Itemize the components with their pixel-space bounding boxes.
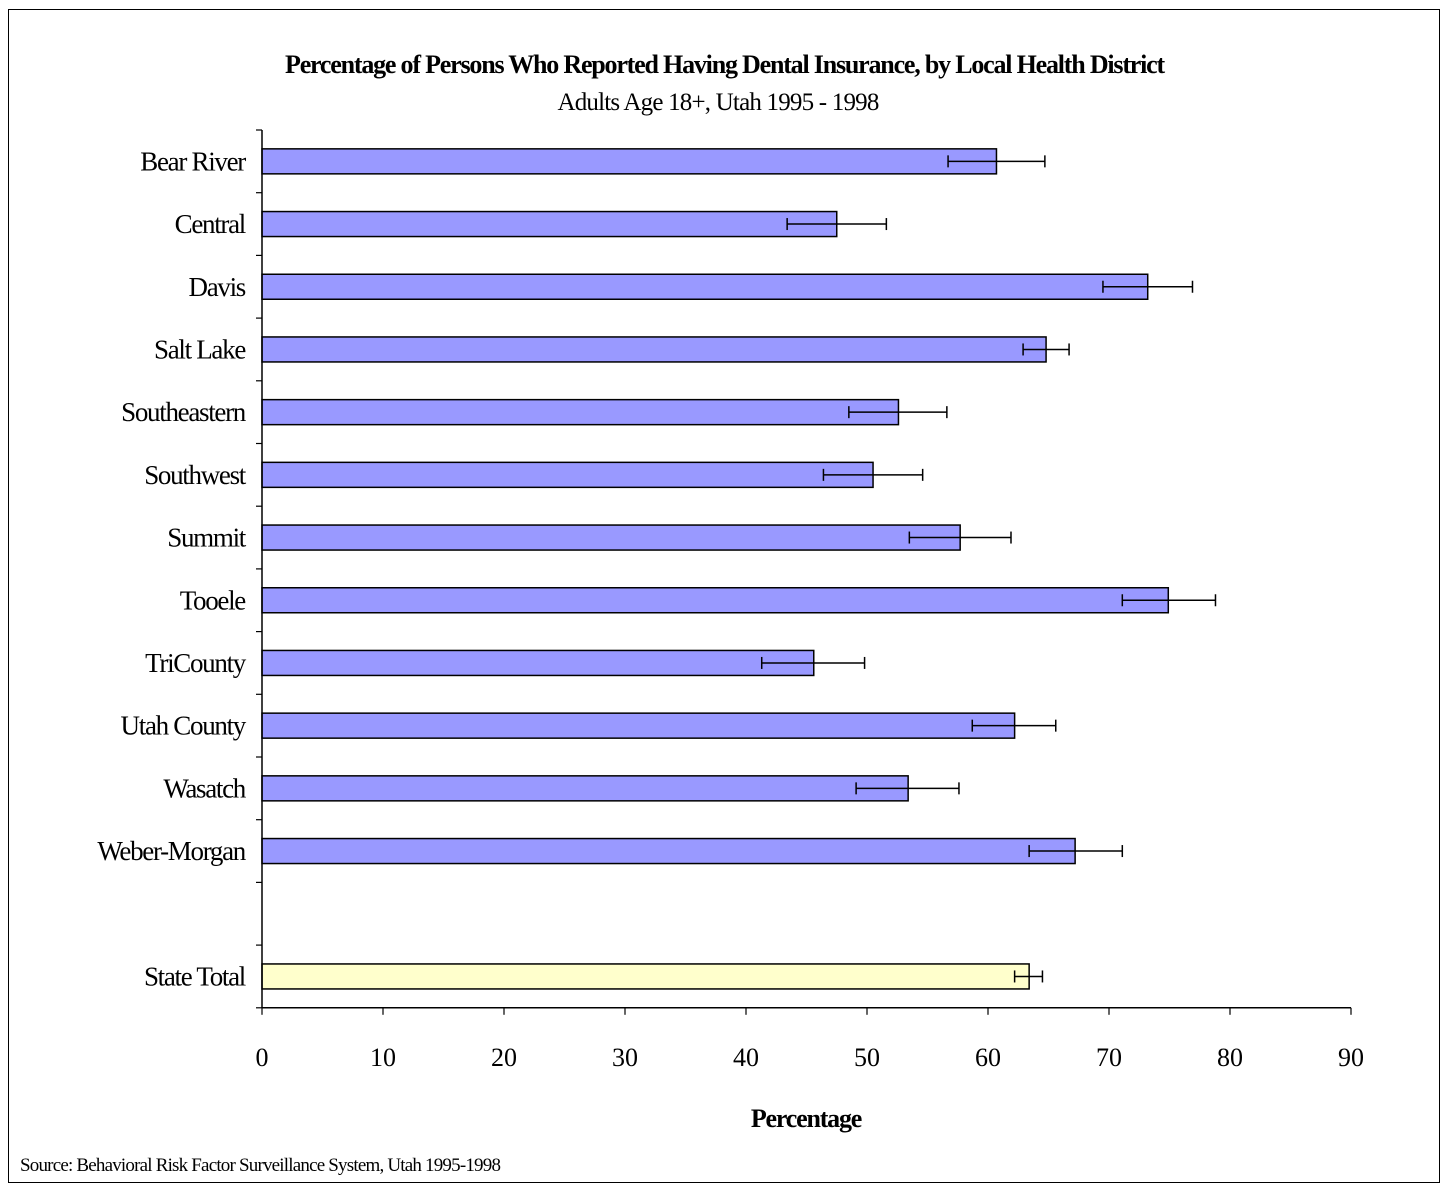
category-label-state-total: State Total [144, 961, 246, 991]
category-label-southwest: Southwest [144, 460, 247, 490]
category-label-tricounty: TriCounty [145, 648, 247, 678]
category-label-utah-county: Utah County [121, 711, 247, 741]
x-axis-title: Percentage [750, 1104, 862, 1133]
x-tick-label-80: 80 [1217, 1043, 1243, 1072]
x-tick-label-30: 30 [612, 1043, 638, 1072]
x-tick-label-40: 40 [733, 1043, 759, 1072]
x-tick-label-10: 10 [370, 1043, 396, 1072]
category-label-central: Central [175, 209, 246, 239]
bar-weber-morgan [261, 837, 1076, 865]
bars-layer [261, 148, 1170, 990]
chart-subtitle: Adults Age 18+, Utah 1995 - 1998 [557, 89, 879, 116]
error-bars-layer [760, 155, 1217, 983]
bar-davis [261, 273, 1149, 300]
bar-utah-county [261, 712, 1016, 739]
bar-wasatch [261, 775, 909, 802]
labels-layer: Bear River Central Davis Salt Lake Southeast… [97, 146, 1364, 1071]
axes-layer [256, 129, 1352, 1015]
x-tick-label-0: 0 [256, 1043, 269, 1072]
bar-salt-lake [261, 336, 1047, 363]
bar-central [261, 210, 838, 238]
bar-tooele [261, 587, 1170, 614]
bar-southeastern [261, 398, 900, 426]
x-tick-label-70: 70 [1096, 1043, 1122, 1072]
category-label-salt-lake: Salt Lake [154, 334, 246, 364]
bar-tricounty [261, 649, 815, 677]
x-tick-label-90: 90 [1338, 1043, 1364, 1072]
category-label-tooele: Tooele [180, 585, 247, 615]
category-label-bear-river: Bear River [140, 146, 246, 176]
x-tick-label-60: 60 [975, 1043, 1001, 1072]
category-label-weber-morgan: Weber-Morgan [97, 836, 246, 866]
x-tick-label-50: 50 [854, 1043, 880, 1072]
bar-summit [261, 524, 961, 551]
chart-title: Percentage of Persons Who Reported Havin… [285, 50, 1165, 79]
category-label-wasatch: Wasatch [163, 773, 246, 803]
bar-bear-river [261, 148, 998, 175]
bar-state-total [261, 963, 1030, 990]
x-tick-label-20: 20 [491, 1043, 517, 1072]
bar-southwest [261, 461, 874, 489]
category-label-summit: Summit [167, 523, 247, 553]
source-note: Source: Behavioral Risk Factor Surveilla… [20, 1155, 501, 1176]
category-label-southeastern: Southeastern [121, 397, 247, 427]
category-label-davis: Davis [189, 272, 246, 302]
